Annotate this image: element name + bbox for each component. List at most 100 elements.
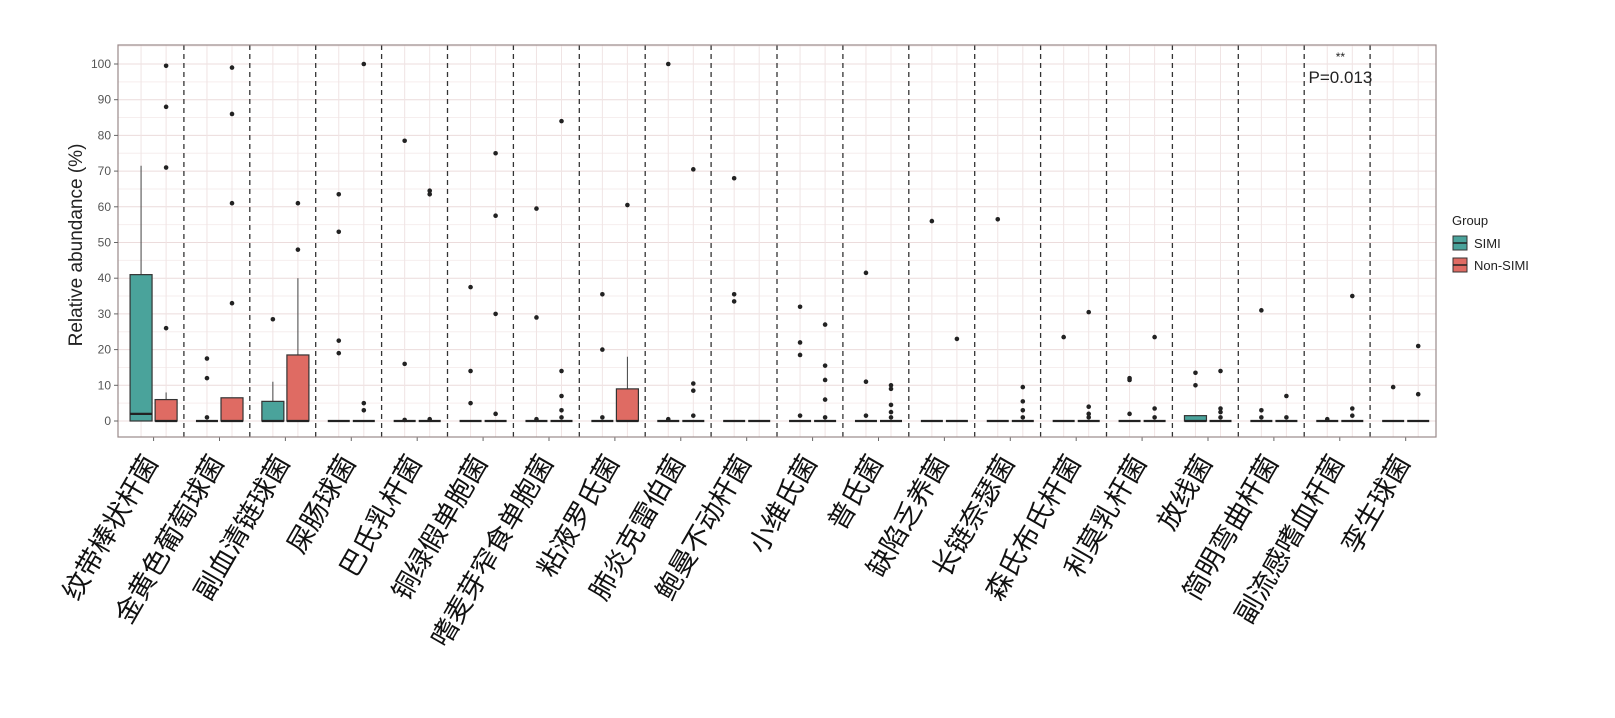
box-non-simi: [352, 61, 375, 423]
outlier-point: [822, 397, 828, 402]
outlier-point: [402, 138, 407, 144]
outlier-point: [995, 216, 1001, 222]
outlier-point: [402, 417, 407, 423]
outlier-point: [163, 325, 169, 331]
box-simi: [261, 316, 285, 423]
outlier-point: [863, 413, 869, 418]
outlier-point: [559, 393, 564, 399]
outlier-point: [1193, 383, 1198, 388]
outlier-point: [731, 291, 737, 297]
outlier-point: [1193, 370, 1198, 376]
box-simi: [1183, 370, 1208, 423]
box-non-simi: [484, 150, 507, 423]
outlier-point: [336, 338, 342, 343]
box-simi: [1052, 334, 1075, 423]
y-tick-label: 70: [98, 164, 112, 178]
box: [615, 388, 640, 422]
outlier-point: [600, 415, 605, 420]
outlier-point: [427, 188, 433, 194]
outlier-point: [731, 299, 737, 304]
outlier-point: [863, 270, 869, 276]
outlier-point: [1086, 411, 1092, 417]
box-non-simi: [615, 202, 640, 423]
outlier-point: [822, 415, 828, 420]
outlier-point: [204, 375, 210, 381]
outlier-point: [163, 165, 169, 170]
outlier-point: [888, 383, 894, 388]
outlier-point: [229, 200, 235, 206]
box-non-simi: [682, 167, 705, 423]
outlier-point: [1152, 415, 1157, 420]
outlier-point: [295, 200, 301, 206]
outlier-point: [954, 336, 960, 342]
box-non-simi: [1407, 343, 1430, 423]
outlier-point: [1086, 404, 1092, 410]
outlier-point: [361, 400, 367, 406]
box-simi: [459, 284, 482, 423]
marks: [129, 61, 1430, 423]
box: [220, 397, 244, 422]
outlier-point: [229, 111, 235, 117]
box-simi: [327, 192, 350, 423]
box: [286, 354, 310, 422]
legend-label: SIMI: [1474, 236, 1501, 251]
plot-frame: [117, 44, 1437, 438]
outlier-point: [1350, 413, 1355, 418]
outlier-point: [204, 356, 210, 361]
legend-title: Group: [1452, 213, 1488, 228]
outlier-point: [402, 361, 407, 367]
x-tick-label: 普氏菌: [822, 450, 889, 536]
outlier-point: [1350, 293, 1355, 299]
outlier-point: [1218, 368, 1223, 374]
box-non-simi: [1011, 384, 1034, 423]
outlier-point: [731, 175, 737, 181]
box-simi: [1250, 308, 1273, 423]
box-non-simi: [1209, 368, 1232, 423]
outlier-point: [1259, 407, 1264, 413]
y-tick-label: 100: [91, 57, 111, 71]
outlier-point: [493, 411, 498, 417]
outlier-point: [888, 402, 894, 408]
outlier-point: [559, 407, 564, 413]
outlier-point: [691, 388, 696, 393]
outlier-point: [534, 315, 539, 320]
outlier-point: [493, 150, 498, 156]
significance-stars: **: [1336, 50, 1346, 64]
outlier-point: [1259, 415, 1264, 420]
outlier-point: [822, 363, 828, 368]
outlier-point: [797, 304, 803, 310]
outlier-point: [1061, 334, 1066, 340]
y-tick-label: 40: [98, 271, 112, 285]
y-tick-label: 10: [98, 378, 112, 392]
outlier-point: [559, 118, 564, 124]
outlier-point: [1086, 415, 1092, 420]
outlier-point: [625, 202, 630, 208]
box-non-simi: [154, 63, 178, 423]
y-tick-label: 90: [98, 93, 112, 107]
legend: Group SIMI Non-SIMI: [1452, 213, 1529, 273]
outlier-point: [534, 416, 539, 422]
outlier-point: [1415, 343, 1421, 349]
outlier-point: [229, 300, 235, 306]
outlier-point: [1020, 384, 1026, 390]
box-non-simi: [1341, 293, 1364, 423]
box-simi: [854, 270, 877, 423]
outlier-point: [929, 218, 935, 224]
box-non-simi: [550, 118, 573, 423]
box-non-simi: [814, 322, 837, 423]
outlier-point: [665, 61, 671, 67]
outlier-point: [468, 284, 473, 290]
y-tick-label: 80: [98, 128, 112, 142]
outlier-point: [1152, 406, 1157, 411]
box-non-simi: [220, 65, 244, 423]
box-simi: [195, 356, 218, 423]
outlier-point: [270, 316, 276, 322]
axes: 纹带棒状杆菌金黄色葡萄球菌副血清链球菌屎肠球菌巴氏乳杆菌铜绿假单胞菌嗜麦芽窄食单…: [57, 44, 1437, 653]
box-simi: [1382, 384, 1405, 423]
outlier-point: [1218, 415, 1223, 420]
box: [261, 400, 285, 422]
outlier-point: [691, 167, 696, 172]
outlier-point: [427, 416, 433, 422]
y-tick-label: 50: [98, 236, 112, 250]
